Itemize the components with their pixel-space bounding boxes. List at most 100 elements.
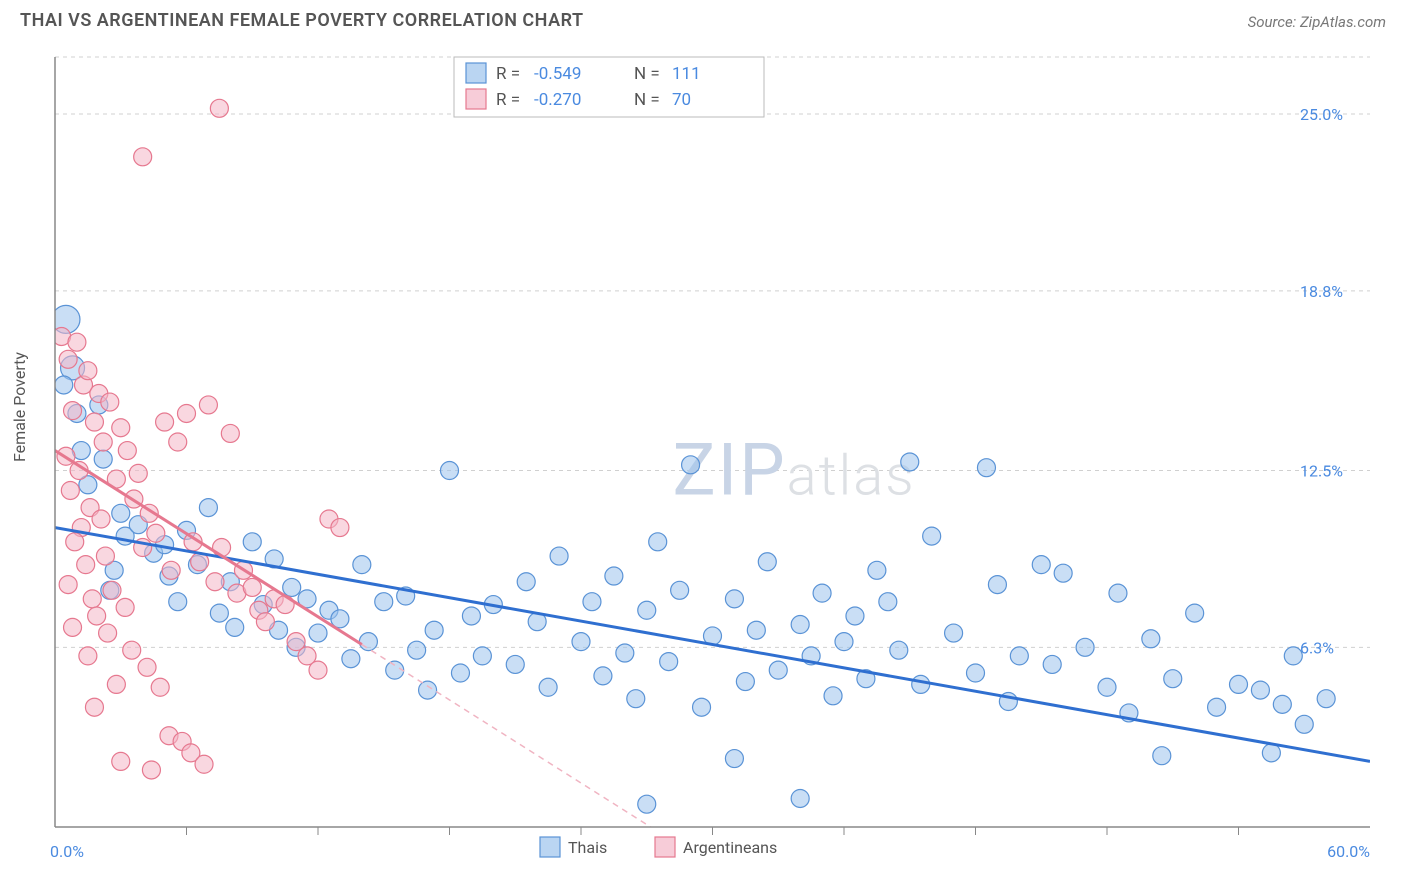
data-point — [199, 499, 217, 517]
data-point — [572, 633, 590, 651]
chart-area: 6.3%12.5%18.8%25.0%ZIPatlasFemale Povert… — [0, 37, 1406, 887]
data-point — [123, 641, 141, 659]
data-point — [375, 593, 393, 611]
data-point — [660, 653, 678, 671]
data-point — [151, 678, 169, 696]
data-point — [99, 624, 117, 642]
data-point — [118, 442, 136, 460]
data-point — [1153, 747, 1171, 765]
data-point — [256, 613, 274, 631]
data-point — [129, 464, 147, 482]
data-point — [94, 450, 112, 468]
data-point — [769, 661, 787, 679]
data-point — [594, 667, 612, 685]
trend-line — [55, 528, 1370, 762]
data-point — [977, 459, 995, 477]
data-point — [331, 519, 349, 537]
data-point — [988, 576, 1006, 594]
data-point — [88, 607, 106, 625]
data-point — [550, 547, 568, 565]
data-point — [725, 750, 743, 768]
data-point — [945, 624, 963, 642]
series-argentineans — [53, 99, 349, 779]
data-point — [103, 581, 121, 599]
data-point — [342, 650, 360, 668]
data-point — [868, 561, 886, 579]
data-point — [638, 601, 656, 619]
legend-swatch — [466, 89, 486, 109]
data-point — [79, 362, 97, 380]
data-point — [112, 419, 130, 437]
data-point — [59, 576, 77, 594]
data-point — [1142, 630, 1160, 648]
data-point — [66, 533, 84, 551]
legend-swatch — [540, 837, 560, 857]
data-point — [213, 539, 231, 557]
data-point — [156, 413, 174, 431]
y-tick-label: 6.3% — [1300, 638, 1334, 657]
legend-n-label: N = — [634, 64, 660, 84]
data-point — [824, 687, 842, 705]
data-point — [1076, 638, 1094, 656]
data-point — [199, 396, 217, 414]
data-point — [1230, 675, 1248, 693]
data-point — [309, 624, 327, 642]
data-point — [112, 752, 130, 770]
data-point — [605, 567, 623, 585]
y-tick-label: 18.8% — [1300, 282, 1343, 301]
legend-n-label: N = — [634, 90, 660, 110]
data-point — [309, 661, 327, 679]
data-point — [162, 561, 180, 579]
data-point — [747, 621, 765, 639]
legend-series-name: Thais — [568, 838, 607, 857]
data-point — [1284, 647, 1302, 665]
y-tick-label: 25.0% — [1300, 105, 1343, 124]
data-point — [736, 673, 754, 691]
data-point — [835, 633, 853, 651]
data-point — [451, 664, 469, 682]
data-point — [83, 590, 101, 608]
data-point — [1098, 678, 1116, 696]
data-point — [1186, 604, 1204, 622]
source-label: Source: — [1248, 13, 1300, 31]
data-point — [1317, 690, 1335, 708]
data-point — [68, 333, 86, 351]
source-credit: Source: ZipAtlas.com — [1248, 13, 1386, 31]
data-point — [649, 533, 667, 551]
data-point — [1208, 698, 1226, 716]
y-axis-label: Female Poverty — [10, 352, 29, 462]
data-point — [226, 618, 244, 636]
series-thais — [52, 305, 1335, 813]
data-point — [77, 556, 95, 574]
data-point — [178, 404, 196, 422]
data-point — [901, 453, 919, 471]
data-point — [791, 616, 809, 634]
data-point — [1295, 715, 1313, 733]
data-point — [142, 761, 160, 779]
data-point — [846, 607, 864, 625]
data-point — [59, 350, 77, 368]
data-point — [116, 598, 134, 616]
legend-r-label: R = — [496, 90, 520, 110]
data-point — [134, 148, 152, 166]
legend-r-value: -0.270 — [534, 90, 581, 110]
data-point — [419, 681, 437, 699]
data-point — [64, 618, 82, 636]
data-point — [408, 641, 426, 659]
data-point — [923, 527, 941, 545]
data-point — [627, 690, 645, 708]
data-point — [243, 578, 261, 596]
data-point — [1273, 695, 1291, 713]
data-point — [169, 593, 187, 611]
data-point — [441, 462, 459, 480]
data-point — [243, 533, 261, 551]
legend-n-value: 111 — [672, 64, 701, 84]
data-point — [1164, 670, 1182, 688]
data-point — [359, 633, 377, 651]
data-point — [353, 556, 371, 574]
data-point — [169, 433, 187, 451]
data-point — [879, 593, 897, 611]
data-point — [85, 413, 103, 431]
data-point — [693, 698, 711, 716]
data-point — [758, 553, 776, 571]
